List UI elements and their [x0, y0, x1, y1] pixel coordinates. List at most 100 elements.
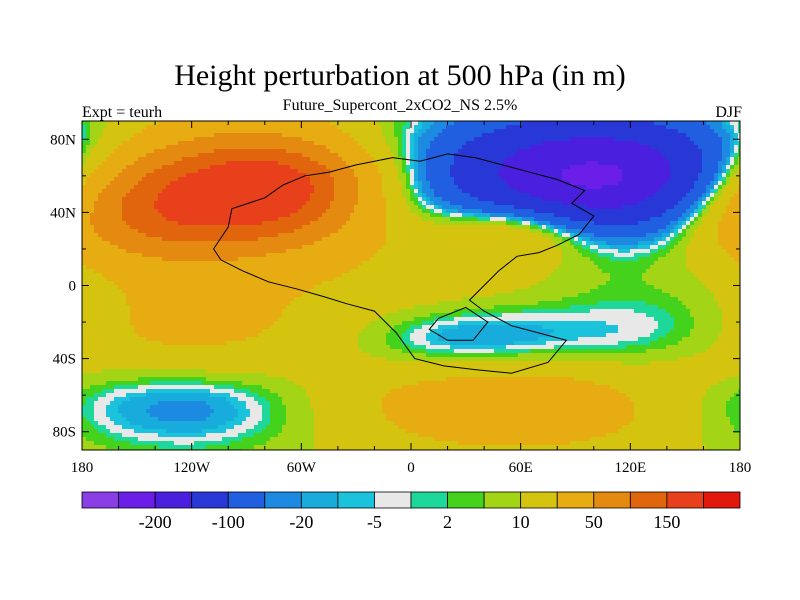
field-cell [490, 133, 495, 138]
field-cell [722, 137, 727, 142]
field-cell [558, 137, 563, 142]
field-cell [346, 193, 351, 198]
field-cell [302, 213, 307, 218]
field-cell [174, 177, 179, 182]
field-cell [602, 189, 607, 194]
field-cell [178, 193, 183, 198]
field-cell [686, 217, 691, 222]
field-cell [374, 125, 379, 130]
field-cell [638, 213, 643, 218]
field-cell [566, 229, 571, 234]
field-cell [122, 237, 127, 242]
field-cell [282, 201, 287, 206]
field-cell [390, 205, 395, 210]
field-cell [326, 137, 331, 142]
field-cell [390, 153, 395, 158]
field-cell [486, 229, 491, 234]
field-cell [390, 177, 395, 182]
field-cell [490, 193, 495, 198]
field-cell [606, 161, 611, 166]
field-cell [146, 229, 151, 234]
field-cell [498, 153, 503, 158]
field-cell [442, 161, 447, 166]
field-cell [602, 129, 607, 134]
field-cell [734, 145, 739, 150]
field-cell [106, 137, 111, 142]
field-cell [670, 153, 675, 158]
field-cell [154, 185, 159, 190]
height-perturbation-field [82, 121, 740, 450]
field-cell [382, 169, 387, 174]
field-cell [614, 169, 619, 174]
field-cell [382, 165, 387, 170]
field-cell [358, 185, 363, 190]
field-cell [222, 225, 227, 230]
field-cell [234, 181, 239, 186]
field-cell [594, 205, 599, 210]
field-cell [658, 205, 663, 210]
field-cell [382, 233, 387, 238]
field-cell [682, 221, 687, 226]
field-cell [474, 217, 479, 222]
field-cell [682, 225, 687, 230]
field-cell [142, 233, 147, 238]
field-cell [94, 121, 99, 126]
field-cell [494, 213, 499, 218]
field-cell [622, 121, 627, 126]
field-cell [174, 241, 179, 246]
field-cell [406, 125, 411, 130]
field-cell [182, 153, 187, 158]
field-cell [514, 145, 519, 150]
field-cell [546, 161, 551, 166]
field-cell [694, 121, 699, 126]
field-cell [270, 185, 275, 190]
field-cell [498, 181, 503, 186]
field-cell [106, 217, 111, 222]
field-cell [394, 229, 399, 234]
field-cell [194, 157, 199, 162]
field-cell [318, 137, 323, 142]
field-cell [410, 141, 415, 146]
field-cell [170, 209, 175, 214]
field-cell [554, 121, 559, 126]
field-cell [350, 125, 355, 130]
field-cell [258, 145, 263, 150]
field-cell [218, 241, 223, 246]
field-cell [282, 165, 287, 170]
field-cell [438, 201, 443, 206]
field-cell [266, 149, 271, 154]
field-cell [462, 129, 467, 134]
field-cell [90, 185, 95, 190]
field-cell [326, 165, 331, 170]
field-cell [302, 133, 307, 138]
field-cell [306, 145, 311, 150]
field-cell [710, 157, 715, 162]
field-cell [86, 153, 91, 158]
field-cell [174, 189, 179, 194]
field-cell [650, 181, 655, 186]
field-cell [538, 145, 543, 150]
field-cell [630, 225, 635, 230]
field-cell [574, 225, 579, 230]
field-cell [86, 125, 91, 130]
field-cell [166, 201, 171, 206]
field-cell [230, 161, 235, 166]
field-cell [214, 169, 219, 174]
field-cell [630, 137, 635, 142]
field-cell [250, 169, 255, 174]
field-cell [94, 237, 99, 242]
field-cell [134, 185, 139, 190]
field-cell [654, 165, 659, 170]
field-cell [566, 209, 571, 214]
field-cell [166, 241, 171, 246]
field-cell [262, 181, 267, 186]
field-cell [562, 153, 567, 158]
field-cell [166, 209, 171, 214]
field-cell [566, 173, 571, 178]
field-cell [278, 201, 283, 206]
field-cell [366, 181, 371, 186]
field-cell [358, 121, 363, 126]
field-cell [558, 193, 563, 198]
field-cell [466, 129, 471, 134]
field-cell [462, 205, 467, 210]
